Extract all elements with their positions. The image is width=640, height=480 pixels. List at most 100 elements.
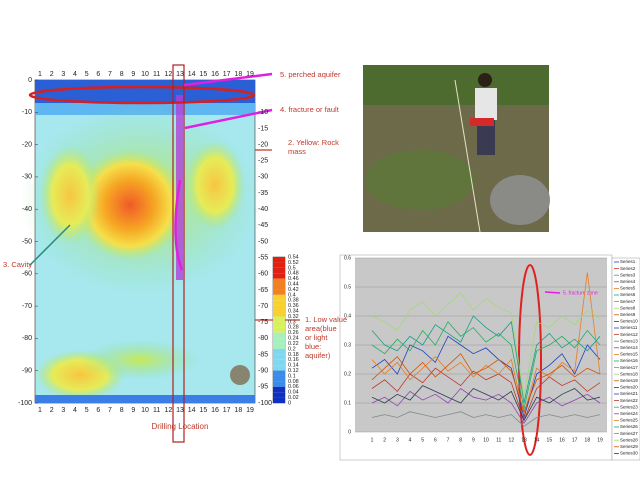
y-tick-label: 0.3: [344, 342, 351, 348]
right-tick-label: -15: [258, 125, 268, 132]
aquifer-ellipse: [28, 85, 256, 105]
colorbar-label: 0.44: [288, 281, 299, 287]
callout: 5. fracture zone: [563, 290, 598, 296]
legend-entry: Series2: [620, 266, 636, 271]
annotation: 4. fracture or fault: [280, 105, 340, 114]
legend-entry: Series25: [620, 418, 638, 423]
annotation: 2. Yellow: Rock: [288, 138, 339, 147]
colorbar-label: 0.02: [288, 395, 299, 401]
right-tick-label: -40: [258, 206, 268, 213]
colorbar-label: 0.08: [288, 379, 299, 385]
colorbar-label: 0.4: [288, 292, 296, 298]
colorbar-label: 0.04: [288, 390, 299, 396]
column-highlight: [172, 64, 185, 443]
colorbar-cell: [273, 332, 285, 339]
bottom-tick-label: 4: [73, 407, 77, 414]
photo-device: [470, 118, 494, 126]
annotation: 1. Low value: [305, 315, 347, 324]
legend-entry: Series4: [620, 279, 636, 284]
top-tick-label: 4: [73, 71, 77, 78]
right-tick-label: -70: [258, 303, 268, 310]
arrow: [544, 291, 561, 294]
colorbar-label: 0.2: [288, 346, 296, 352]
top-tick-label: 18: [234, 71, 242, 78]
annotation: blue:: [305, 342, 321, 351]
colorbar-cell: [273, 284, 285, 290]
rock-left: [40, 145, 100, 245]
legend-entry: Series14: [620, 345, 638, 350]
x-tick-label: 9: [472, 437, 475, 443]
colorbar-cell: [273, 257, 285, 263]
bottom-tick-label: 14: [188, 407, 196, 414]
legend-entry: Series15: [620, 352, 638, 357]
right-tick-label: -60: [258, 271, 268, 278]
legend-entry: Series6: [620, 292, 636, 297]
bottom-tick-label: 2: [50, 407, 54, 414]
colorbar-label: 0.42: [288, 287, 299, 293]
colorbar-label: 0.12: [288, 368, 299, 374]
colorbar-label: 0.14: [288, 363, 299, 369]
top-tick-label: 15: [199, 71, 207, 78]
left-tick-label: 0: [28, 77, 32, 84]
photo-bush: [365, 150, 475, 210]
colorbar-cell: [273, 359, 285, 366]
legend-entry: Series23: [620, 404, 638, 409]
series-line: [371, 292, 601, 398]
bottom-tick-label: 17: [223, 407, 231, 414]
right-tick-label: -50: [258, 238, 268, 245]
x-tick-label: 6: [434, 437, 437, 443]
bottom-tick-label: 7: [108, 407, 112, 414]
right-tick-label: -85: [258, 351, 268, 358]
cavity-spot: [230, 365, 250, 385]
x-tick-label: 15: [547, 437, 553, 443]
top-tick-label: 13: [176, 71, 184, 78]
bottom-tick-label: 12: [164, 407, 172, 414]
colorbar-cell: [273, 278, 285, 285]
rock-right: [185, 140, 245, 230]
left-tick-label: -90: [22, 368, 32, 375]
top-tick-label: 8: [120, 71, 124, 78]
top-tick-label: 3: [61, 71, 65, 78]
left-tick-label: -60: [22, 271, 32, 278]
fracture-ellipse: [518, 264, 542, 456]
legend-entry: Series8: [620, 305, 636, 310]
top-tick-label: 17: [223, 71, 231, 78]
colorbar-cell: [273, 267, 285, 274]
colorbar-label: 0.1: [288, 373, 296, 379]
bottom-tick-label: 18: [234, 407, 242, 414]
colorbar-cell: [273, 354, 285, 360]
left-tick-label: -80: [22, 335, 32, 342]
annotation: mass: [288, 147, 306, 156]
photo-cable: [454, 79, 481, 233]
rock-core: [75, 150, 185, 260]
right-tick-label: -55: [258, 254, 268, 261]
colorbar-label: 0: [288, 400, 291, 406]
colorbar-cell: [273, 365, 285, 371]
colorbar-label: 0.36: [288, 303, 299, 309]
colorbar-cell: [273, 343, 285, 349]
legend-entry: Series3: [620, 272, 636, 277]
right-tick-label: -45: [258, 222, 268, 229]
legend-entry: Series16: [620, 358, 638, 363]
colorbar-label: 0.3: [288, 319, 296, 325]
legend-entry: Series22: [620, 398, 638, 403]
colorbar-label: 0.5: [288, 265, 296, 271]
legend-entry: Series1: [620, 259, 636, 264]
bottom-tick-label: 9: [131, 407, 135, 414]
top-tick-label: 12: [164, 71, 172, 78]
legend-entry: Series11: [620, 325, 638, 330]
series-line: [371, 385, 601, 422]
legend-entry: Series27: [620, 431, 638, 436]
left-tick-label: -40: [22, 206, 32, 213]
colorbar-cell: [273, 386, 285, 393]
bottom-tick-label: 5: [85, 407, 89, 414]
right-tick-label: -65: [258, 287, 268, 294]
x-tick-label: 12: [509, 437, 515, 443]
bottom-tick-label: 15: [199, 407, 207, 414]
colorbar-cell: [273, 348, 285, 355]
bottom-tick-label: 1: [38, 407, 42, 414]
legend-entry: Series29: [620, 444, 638, 449]
bottom-tick-label: 11: [153, 407, 160, 414]
right-tick-label: -35: [258, 190, 268, 197]
